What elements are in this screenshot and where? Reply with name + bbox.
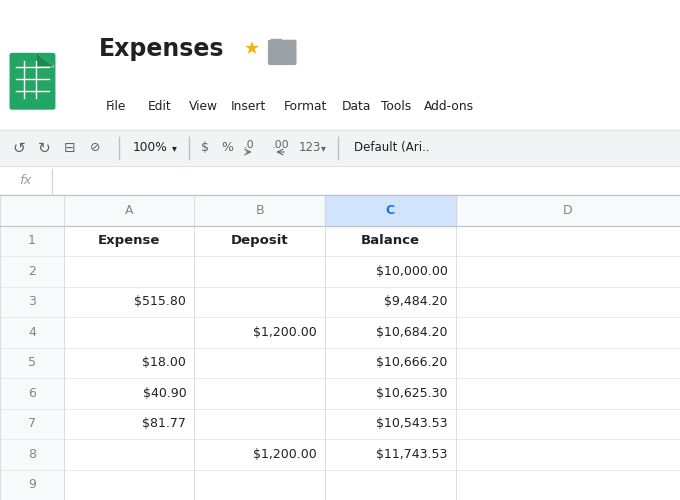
Text: $10,666.20: $10,666.20	[376, 356, 447, 369]
Polygon shape	[38, 55, 53, 66]
Bar	[325, 195, 456, 226]
Text: ↻: ↻	[38, 140, 50, 156]
Text: fx: fx	[20, 174, 32, 187]
Text: 7: 7	[28, 417, 36, 430]
Text: ▾: ▾	[171, 143, 177, 153]
Text: Deposit: Deposit	[231, 234, 288, 247]
Text: Data: Data	[342, 100, 371, 113]
Text: 1: 1	[28, 234, 36, 247]
Text: C: C	[386, 204, 395, 217]
Text: Add-ons: Add-ons	[424, 100, 475, 113]
Text: $10,684.20: $10,684.20	[376, 326, 447, 339]
Text: $1,200.00: $1,200.00	[253, 326, 317, 339]
Text: Expenses: Expenses	[99, 38, 224, 62]
Bar	[0, 195, 680, 226]
Text: 3: 3	[28, 295, 36, 308]
Text: ↺: ↺	[13, 140, 25, 156]
Text: $18.00: $18.00	[142, 356, 186, 369]
Text: ▾: ▾	[321, 143, 326, 153]
Text: View: View	[189, 100, 218, 113]
Text: 8: 8	[28, 448, 36, 461]
Text: 123: 123	[299, 142, 321, 154]
Text: Format: Format	[284, 100, 328, 113]
Text: ★: ★	[243, 40, 260, 58]
FancyBboxPatch shape	[10, 54, 54, 109]
Bar	[271, 39, 281, 43]
Text: $10,000.00: $10,000.00	[375, 265, 447, 278]
Text: 2: 2	[28, 265, 36, 278]
Text: File: File	[105, 100, 126, 113]
Text: $: $	[201, 142, 209, 154]
Bar	[0, 195, 64, 500]
Text: 9: 9	[28, 478, 36, 491]
Text: Default (Ari..: Default (Ari..	[354, 142, 429, 154]
Polygon shape	[38, 55, 53, 66]
Text: .0: .0	[243, 140, 254, 150]
Text: .00: .00	[271, 140, 289, 150]
Text: A: A	[125, 204, 133, 217]
Text: $81.77: $81.77	[142, 417, 186, 430]
Text: $9,484.20: $9,484.20	[384, 295, 447, 308]
Bar	[0, 166, 680, 195]
Text: $10,625.30: $10,625.30	[376, 387, 447, 400]
Text: $1,200.00: $1,200.00	[253, 448, 317, 461]
Text: 4: 4	[28, 326, 36, 339]
Text: 100%: 100%	[132, 142, 167, 154]
Text: Expense: Expense	[98, 234, 160, 247]
Text: Insert: Insert	[231, 100, 267, 113]
Text: D: D	[563, 204, 573, 217]
Text: 6: 6	[28, 387, 36, 400]
Text: $515.80: $515.80	[135, 295, 186, 308]
Text: $11,743.53: $11,743.53	[376, 448, 447, 461]
Bar	[0, 130, 680, 166]
Text: ⊘: ⊘	[90, 142, 101, 154]
Text: $10,543.53: $10,543.53	[376, 417, 447, 430]
Bar	[0, 0, 680, 130]
Text: $40.90: $40.90	[143, 387, 186, 400]
Text: 5: 5	[28, 356, 36, 369]
Text: %: %	[221, 142, 233, 154]
Text: Edit: Edit	[148, 100, 172, 113]
FancyBboxPatch shape	[269, 40, 296, 64]
Text: Balance: Balance	[361, 234, 420, 247]
Text: B: B	[256, 204, 264, 217]
Text: Tools: Tools	[381, 100, 411, 113]
Text: ⊟: ⊟	[64, 141, 76, 155]
